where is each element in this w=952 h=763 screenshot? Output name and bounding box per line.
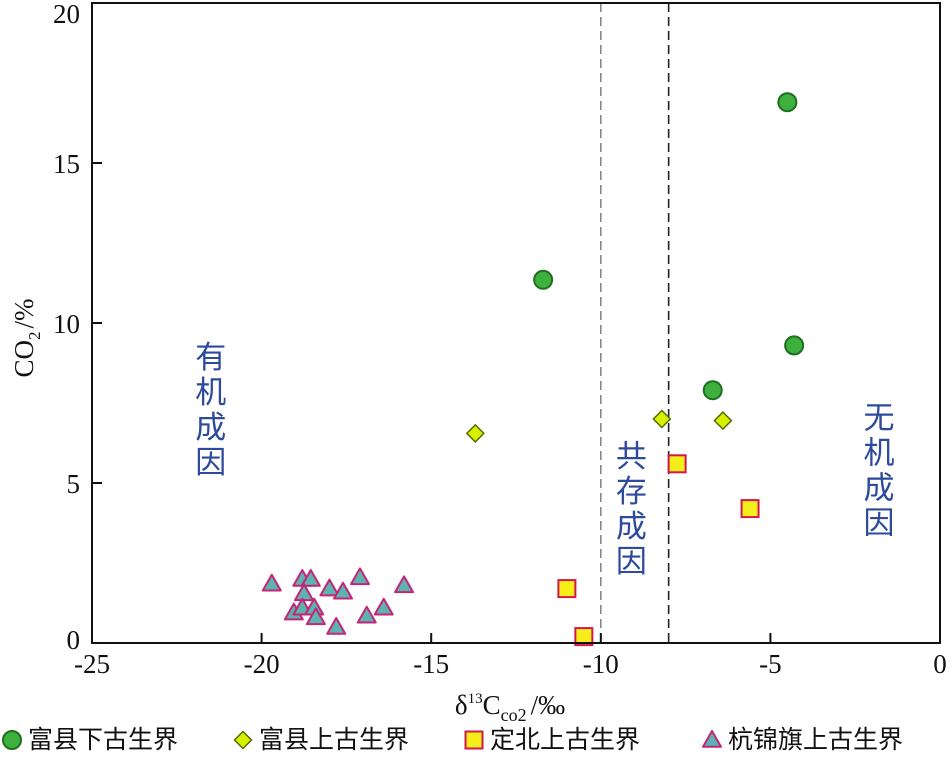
y-tick-label: 20 xyxy=(53,0,80,29)
region-label-char: 无 xyxy=(863,401,894,437)
region-label-3: 无机成因 xyxy=(863,401,894,542)
data-point-triangle xyxy=(349,567,370,586)
data-point-diamond xyxy=(713,411,733,431)
reference-lines xyxy=(599,3,670,643)
data-point-square xyxy=(574,627,594,647)
y-tick-label: 10 xyxy=(53,309,80,339)
data-point-triangle xyxy=(261,573,282,592)
legend-label: 富县下古生界 xyxy=(28,725,178,754)
region-label-char: 存 xyxy=(616,474,647,510)
region-label-char: 有 xyxy=(195,340,226,376)
legend-label: 富县上古生界 xyxy=(259,725,409,754)
data-point-triangle xyxy=(356,605,377,624)
series-2 xyxy=(465,409,733,443)
y-tick-label: 5 xyxy=(67,469,81,499)
x-tick-label: -5 xyxy=(759,649,782,679)
data-point-triangle xyxy=(294,583,314,602)
data-point-triangle xyxy=(373,597,394,616)
data-point-circle xyxy=(702,380,723,401)
region-label-char: 因 xyxy=(616,544,647,580)
x-axis-title: δ13Cco2/‰ xyxy=(455,690,565,725)
region-label-char: 因 xyxy=(195,445,226,481)
x-axis-title-sup: 13 xyxy=(468,691,483,707)
legend-marker-square xyxy=(464,730,484,750)
y-axis-title-sub: 2 xyxy=(25,331,44,340)
data-point-circle xyxy=(777,92,798,113)
y-axis-title-text: CO2 /% xyxy=(9,298,44,377)
y-tick-label: 0 xyxy=(67,625,81,655)
region-label-2: 共存成因 xyxy=(616,439,647,580)
legend-label: 杭锦旗上古生界 xyxy=(728,725,903,754)
region-label-char: 机 xyxy=(863,436,894,472)
region-label-char: 因 xyxy=(863,506,894,542)
region-label-char: 成 xyxy=(616,509,647,545)
data-point-diamond xyxy=(652,409,672,429)
data-point-circle xyxy=(784,335,805,356)
x-tick-label: -10 xyxy=(583,649,619,679)
x-tick-label: -25 xyxy=(74,649,110,679)
region-label-1: 有机成因 xyxy=(195,340,226,481)
legend-marker-circle xyxy=(2,730,22,750)
region-label-char: 机 xyxy=(195,375,226,411)
region-label-char: 成 xyxy=(195,410,226,446)
legend-marker-triangle xyxy=(702,730,722,748)
y-tick-label: 15 xyxy=(53,149,80,179)
data-point-triangle xyxy=(305,607,326,626)
x-tick-label: -15 xyxy=(413,649,449,679)
data-point-triangle xyxy=(333,581,354,600)
data-point-square xyxy=(557,579,577,599)
x-axis-title-unit: /‰ xyxy=(531,690,566,720)
x-axis-title-sub: co2 xyxy=(501,705,527,725)
region-label-char: 成 xyxy=(863,471,894,507)
series-3 xyxy=(557,454,760,647)
data-point-circle xyxy=(533,269,554,290)
data-point-diamond xyxy=(465,423,485,443)
y-axis-title-unit: /% xyxy=(9,298,39,328)
data-points xyxy=(261,92,805,647)
series-4 xyxy=(261,567,415,635)
data-point-triangle xyxy=(300,569,321,587)
x-tick-label: 0 xyxy=(933,649,947,679)
legend-marker-diamond xyxy=(233,730,253,750)
legend: 富县下古生界 富县上古生界 定北上古生界 杭锦旗上古生界 xyxy=(2,725,903,754)
y-axis-title-main: CO xyxy=(9,340,39,378)
legend-item-1: 富县下古生界 xyxy=(2,725,178,754)
region-label-char: 共 xyxy=(616,439,647,475)
x-axis-title-main: C xyxy=(483,690,501,720)
y-axis-ticks: 0 5 10 15 20 xyxy=(53,0,102,655)
data-point-triangle xyxy=(326,617,347,635)
data-point-triangle xyxy=(319,578,340,597)
legend-item-4: 杭锦旗上古生界 xyxy=(702,725,903,754)
x-tick-label: -20 xyxy=(244,649,280,679)
x-axis-title-base: δ xyxy=(455,690,468,720)
legend-item-3: 定北上古生界 xyxy=(464,725,640,754)
x-axis-ticks: -25 -20 -15 -10 -5 0 xyxy=(74,633,947,679)
plot-frame xyxy=(91,2,941,644)
legend-label: 定北上古生界 xyxy=(490,725,640,754)
y-axis-title: CO2 /% xyxy=(9,298,44,377)
data-point-triangle xyxy=(394,575,415,594)
data-point-square xyxy=(667,454,687,474)
series-1 xyxy=(533,92,805,401)
x-axis-title-text: δ13Cco2/‰ xyxy=(455,690,565,725)
legend-item-2: 富县上古生界 xyxy=(233,725,409,754)
data-point-square xyxy=(740,499,760,519)
